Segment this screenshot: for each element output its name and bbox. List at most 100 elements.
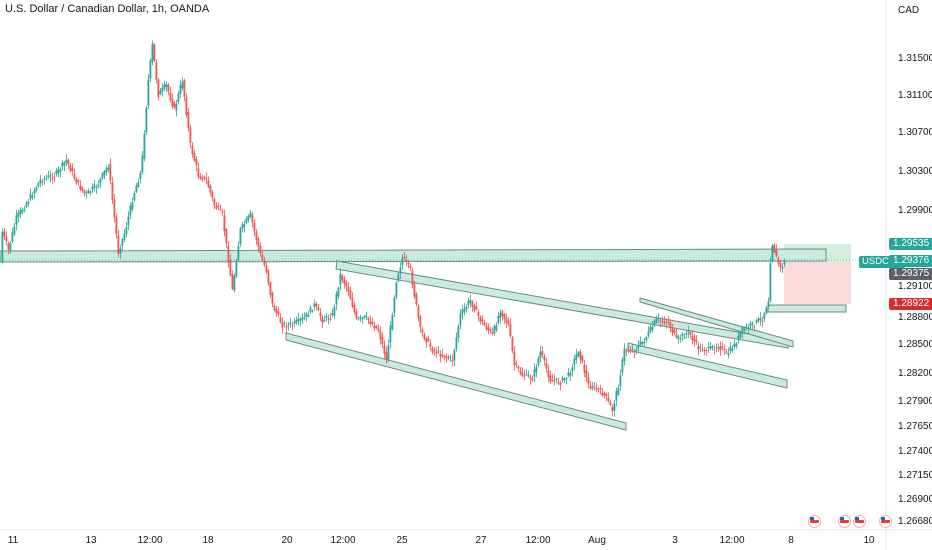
candle-body [13,226,16,235]
candle-body [601,392,604,396]
candle-body [717,347,720,349]
candle-body [593,385,596,387]
candle-body [437,350,440,352]
candle-body [381,337,384,345]
candle-body [473,305,476,311]
candle-body [155,62,158,80]
candle-body [571,367,574,372]
candle-body [689,331,692,336]
candle-body [313,303,316,307]
candle-body [609,401,612,406]
candle-body [693,338,696,342]
candle-body [463,308,466,312]
candle-body [735,343,738,347]
price-tick: 1.31100 [898,90,932,101]
candle-body [667,321,670,323]
candle-body [323,319,326,321]
time-tick: Aug [588,535,606,546]
candle-body [763,313,766,319]
candle-body [639,341,642,345]
candle-body [213,198,216,206]
time-tick: 3 [672,535,678,546]
us-flag-icon[interactable] [853,515,866,528]
candle-body [665,321,668,323]
candle-body [617,387,620,395]
candle-body [237,246,240,261]
candle-body [77,180,80,182]
candle-body [7,243,10,250]
candle-body [277,311,280,315]
us-flag-icon[interactable] [838,515,851,528]
candle-body [531,378,534,381]
candle-body [279,317,282,323]
candle-body [123,233,126,240]
candle-body [187,112,190,128]
price-tick: 1.29100 [898,281,932,292]
candle-body [223,215,226,232]
entry-price-badge: 1.29375 [889,268,932,280]
candle-body [349,290,352,299]
candle-body [203,176,206,178]
time-tick: 12:00 [330,535,356,546]
candle-body [739,333,742,338]
price-tick: 1.26900 [898,494,932,505]
candle-body [625,350,628,352]
candle-body [779,262,782,267]
candle-body [743,329,746,331]
candle-body [761,320,764,322]
candle-body [547,370,550,378]
candle-body [235,262,238,277]
candle-body [405,259,408,262]
candle-body [269,282,272,295]
candle-body [383,345,386,355]
candle-body [111,182,114,200]
candle-body [275,308,278,313]
candle-body [61,162,64,167]
candle-body [729,347,732,352]
candle-body [465,306,468,310]
candle-body [179,85,182,94]
candle-body [503,314,506,319]
candle-body [257,238,260,247]
candle-body [285,326,288,328]
candle-body [295,320,298,323]
candle-body [29,194,32,199]
candle-body [673,329,676,333]
candle-body [281,322,284,328]
candle-body [627,350,630,352]
candle-body [519,370,522,374]
candle-body [719,346,722,351]
candle-body [393,297,396,313]
candle-body [409,265,412,268]
candle-body [615,390,618,401]
us-flag-icon[interactable] [879,515,892,528]
candle-body [35,187,38,191]
candle-body [121,239,124,246]
price-tick: 1.27150 [898,470,932,481]
candle-body [599,388,602,390]
candle-body [249,212,252,217]
candle-body [273,305,276,311]
candle-body [555,378,558,380]
candle-body [721,346,724,349]
candle-body [443,355,446,358]
candle-body [303,317,306,319]
candle-body [159,90,162,95]
candle-body [243,224,246,228]
candle-body [703,349,706,352]
candle-body [573,358,576,365]
candle-body [527,375,530,377]
candle-body [183,80,186,97]
candle-body [425,338,428,343]
candle-body [5,236,8,242]
candle-body [435,351,438,354]
candle-body [481,319,484,322]
us-flag-icon[interactable] [808,515,821,528]
candle-body [429,343,432,348]
candle-body [653,320,656,326]
candle-body [479,316,482,322]
candle-body [513,351,516,366]
candle-body [533,369,536,377]
candle-body [57,169,60,173]
